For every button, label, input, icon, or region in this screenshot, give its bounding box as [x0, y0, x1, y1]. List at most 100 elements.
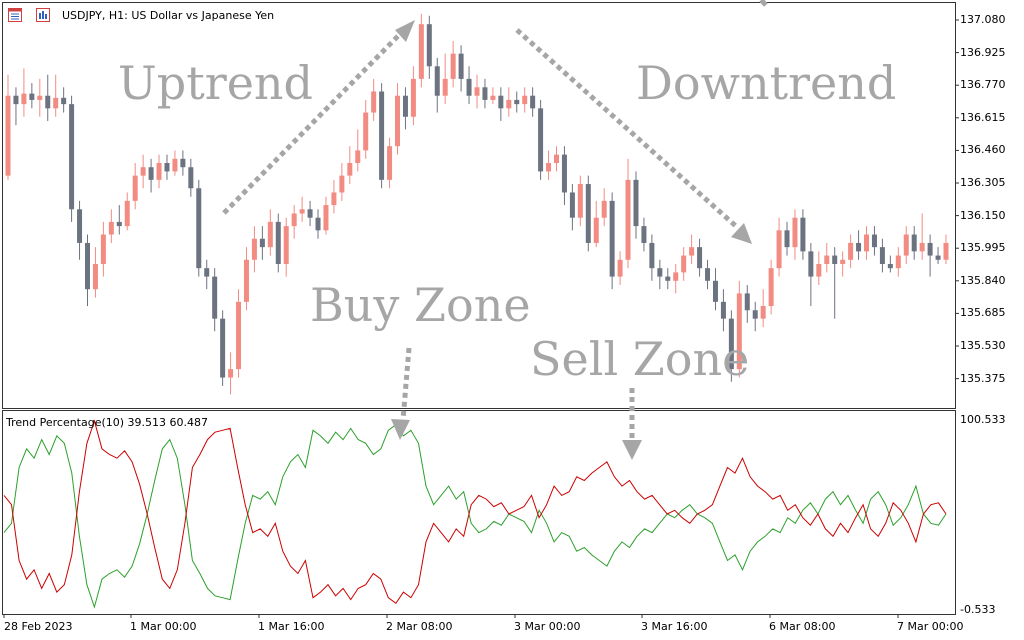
bull-candle — [172, 158, 178, 172]
bull-candle — [363, 112, 369, 151]
bull-candle — [339, 175, 345, 193]
bear-candle — [61, 97, 67, 105]
trend-down-line — [3, 419, 947, 605]
bear-candle — [77, 209, 83, 243]
buy-zone-label: Buy Zone — [310, 278, 531, 332]
bear-candle — [530, 95, 536, 109]
bear-candle — [204, 268, 210, 277]
bull-candle — [760, 306, 766, 319]
time-axis-label: 6 Mar 08:00 — [769, 620, 836, 633]
bull-candle — [824, 255, 830, 264]
bull-candle — [37, 95, 43, 100]
bull-candle — [53, 97, 59, 109]
time-axis-label: 1 Mar 16:00 — [258, 620, 325, 633]
bear-candle — [887, 263, 893, 269]
bar-chart-icon[interactable] — [36, 8, 50, 22]
bull-candle — [792, 217, 798, 248]
price-axis-label: 135.375 — [960, 371, 1006, 385]
uptrend-label: Uptrend — [118, 56, 313, 110]
bear-candle — [84, 242, 90, 290]
price-axis-label: 136.925 — [960, 45, 1006, 59]
bear-candle — [188, 167, 194, 189]
bull-candle — [577, 184, 583, 218]
bull-candle — [450, 53, 456, 79]
bear-candle — [609, 200, 615, 277]
buy-zone-arrow-shaft — [400, 347, 412, 421]
top-arrow-fragment — [759, 0, 768, 7]
time-axis-label: 7 Mar 00:00 — [897, 620, 964, 633]
bull-candle — [418, 24, 424, 79]
bear-candle — [697, 247, 703, 269]
bull-candle — [124, 200, 130, 227]
uptrend-arrow-head — [395, 20, 415, 42]
bull-candle — [331, 192, 337, 206]
bull-candle — [387, 146, 393, 180]
bear-candle — [665, 276, 671, 281]
bear-candle — [585, 184, 591, 243]
bull-candle — [5, 95, 11, 176]
bull-candle — [236, 301, 242, 370]
bull-candle — [490, 95, 496, 100]
price-axis-label: 135.685 — [960, 306, 1006, 320]
bear-candle — [426, 24, 432, 67]
bull-candle — [768, 268, 774, 307]
bull-candle — [903, 234, 909, 256]
bull-candle — [243, 259, 249, 302]
window-list-icon[interactable] — [8, 8, 22, 22]
bull-candle — [776, 230, 782, 269]
bear-candle — [832, 255, 838, 264]
downtrend-arrow-head — [731, 223, 752, 244]
bull-candle — [522, 95, 528, 105]
bear-candle — [561, 154, 567, 193]
bull-candle — [919, 242, 925, 252]
bear-candle — [633, 179, 639, 227]
bull-candle — [283, 226, 289, 264]
time-axis-label: 3 Mar 16:00 — [641, 620, 708, 633]
bull-candle — [816, 263, 822, 277]
downtrend-label: Downtrend — [636, 56, 897, 110]
bear-candle — [458, 53, 464, 79]
bear-candle — [379, 91, 385, 180]
bull-candle — [410, 78, 416, 117]
bear-candle — [879, 247, 885, 264]
bear-candle — [720, 301, 726, 319]
bull-candle — [100, 234, 106, 264]
bull-candle — [506, 99, 512, 109]
bear-candle — [434, 66, 440, 96]
bull-candle — [299, 209, 305, 214]
bear-candle — [196, 188, 202, 269]
price-axis-label: 136.460 — [960, 143, 1006, 157]
bear-candle — [220, 318, 226, 378]
bull-candle — [108, 221, 114, 235]
bull-candle — [291, 213, 297, 227]
bear-candle — [808, 251, 814, 277]
bull-candle — [625, 179, 631, 260]
bear-candle — [307, 209, 313, 218]
bull-candle — [689, 247, 695, 256]
bear-candle — [744, 293, 750, 311]
bear-candle — [402, 95, 408, 117]
bull-candle — [474, 87, 480, 96]
indicator-title: Trend Percentage(10) 39.513 60.487 — [6, 416, 209, 429]
bull-candle — [355, 150, 361, 164]
bear-candle — [498, 95, 504, 109]
price-axis-label: 136.615 — [960, 110, 1006, 124]
bear-candle — [482, 87, 488, 100]
buy-zone-arrow-head — [391, 419, 410, 440]
bear-candle — [29, 93, 35, 100]
bear-candle — [13, 95, 19, 105]
bull-candle — [546, 163, 552, 172]
price-axis-label: 136.770 — [960, 78, 1006, 92]
bear-candle — [649, 242, 655, 269]
bear-candle — [466, 78, 472, 96]
bear-candle — [657, 268, 663, 277]
bear-candle — [514, 99, 520, 105]
bear-candle — [935, 255, 941, 260]
price-axis-label: 135.840 — [960, 273, 1006, 287]
sell-zone-arrow-head — [622, 440, 642, 460]
bear-candle — [752, 310, 758, 319]
bear-candle — [148, 167, 154, 180]
bull-candle — [593, 217, 599, 243]
price-axis-label: 136.305 — [960, 176, 1006, 189]
